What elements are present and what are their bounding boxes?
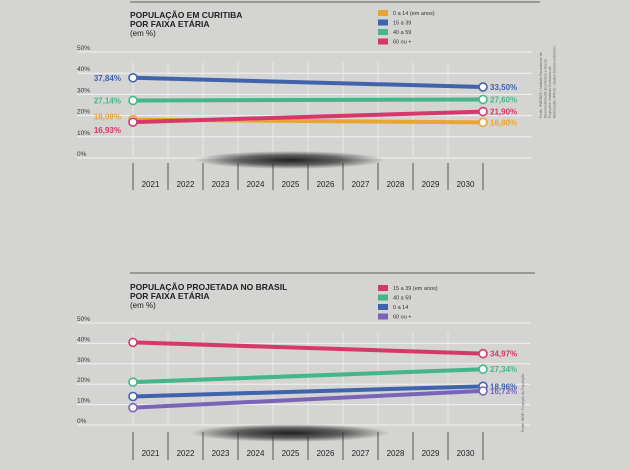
legend-label: 60 ou + [393,315,412,321]
legend-label: 0 a 14 (em anos) [393,11,435,17]
y-tick-label: 40% [77,66,90,73]
x-tick-label: 2021 [142,180,160,189]
chart-title-line: POR FAIXA ETÁRIA [130,291,210,301]
series-start-marker [128,95,138,106]
y-tick-label: 0% [77,151,87,158]
x-tick-label: 2025 [282,449,300,458]
y-tick-label: 40% [77,336,90,343]
source-note-line: Elaboração: IPPUC - Dados Socioeconômico… [553,46,557,118]
data-label-end: 21,90% [490,108,517,117]
series-end-marker [478,364,488,375]
decorative-shadow [190,424,390,442]
x-tick-label: 2028 [387,449,405,458]
series-start-marker [128,402,138,413]
y-tick-label: 50% [77,45,90,52]
x-tick-label: 2025 [282,180,300,189]
legend-swatch [378,285,388,291]
series-line [132,367,484,385]
x-tick-label: 2030 [457,180,475,189]
legend-label: 40 a 59 [393,296,411,302]
data-label-start: 37,84% [94,74,121,83]
series-end-marker [478,106,488,117]
source-note-line: Projeções: Instituto Curitibano do [548,66,552,118]
x-tick-label: 2028 [387,180,405,189]
data-label-end: 27,34% [490,365,517,374]
x-tick-label: 2024 [247,180,265,189]
x-tick-label: 2027 [352,449,370,458]
chart-title-line: POPULAÇÃO PROJETADA NO BRASIL [130,282,287,292]
x-tick-label: 2022 [177,180,195,189]
series-end-marker [478,348,488,359]
y-tick-label: 30% [77,87,90,94]
series-line [132,109,484,125]
series-end-marker [478,117,488,128]
legend-label: 15 a 39 (em anos) [393,286,438,292]
chart-title-line: POPULAÇÃO EM CURITIBA [130,10,242,20]
legend-swatch [378,313,388,320]
x-tick-label: 2029 [422,449,440,458]
x-tick-label: 2024 [247,449,265,458]
series-line [132,75,484,89]
y-tick-label: 10% [77,130,90,137]
y-tick-label: 20% [77,377,90,384]
legend-swatch [378,10,388,16]
legend-swatch [378,304,388,310]
data-label-end: 27,60% [490,95,517,104]
x-tick-label: 2022 [177,449,195,458]
x-tick-label: 2023 [212,180,230,189]
y-tick-label: 10% [77,398,90,405]
series-start-marker [128,72,138,83]
x-tick-label: 2030 [457,449,475,458]
data-label-start: 16,93% [94,126,121,135]
legend-label: 60 ou + [393,40,412,46]
data-label-end: 34,97% [490,350,517,359]
y-tick-label: 0% [77,418,87,425]
source-note: Fonte: IPARDES / Instituto Paranaense de… [539,46,557,118]
source-note: Fonte: IBGE / Projeção da População [521,374,525,432]
data-label-end: 16,80% [490,118,517,127]
legend-swatch [378,29,388,35]
legend-swatch [378,19,388,26]
y-tick-label: 20% [77,109,90,116]
x-tick-label: 2026 [317,180,335,189]
series-start-marker [128,117,138,127]
x-tick-label: 2027 [352,180,370,189]
series-line [132,97,484,103]
source-note-line: Fonte: IPARDES / Instituto Paranaense de [539,52,543,118]
series-start-marker [128,337,138,348]
x-tick-label: 2029 [422,180,440,189]
data-label-end: 16,73% [490,387,517,396]
chart-subtitle: (em %) [130,29,156,38]
data-label-start: 18,09% [94,113,121,122]
data-label-end: 33,50% [490,83,517,92]
y-tick-label: 30% [77,357,90,364]
legend-swatch [378,294,388,301]
decorative-shadow [195,151,385,169]
series-start-marker [128,391,138,402]
chart-subtitle: (em %) [130,301,156,310]
series-line [132,384,484,399]
legend-label: 15 a 39 [393,21,411,27]
x-tick-label: 2021 [142,449,160,458]
data-label-start: 27,14% [94,96,121,105]
series-start-marker [128,377,138,387]
chart-title-line: POR FAIXA ETÁRIA [130,19,210,29]
series-line [132,388,484,410]
series-end-marker [478,82,488,92]
legend-swatch [378,38,388,45]
x-tick-label: 2023 [212,449,230,458]
x-tick-label: 2026 [317,449,335,458]
data-label-end: 18,96% [490,382,517,391]
source-note-line: Desenvolvimento Econômico e Social [544,59,548,118]
series-end-marker [478,94,488,105]
y-tick-label: 50% [77,316,90,323]
source-note-line: Fonte: IBGE / Projeção da População [521,374,525,432]
series-line [132,340,484,356]
legend-label: 40 a 59 [393,30,411,36]
legend-label: 0 a 14 [393,305,408,311]
series-end-marker [478,386,488,396]
